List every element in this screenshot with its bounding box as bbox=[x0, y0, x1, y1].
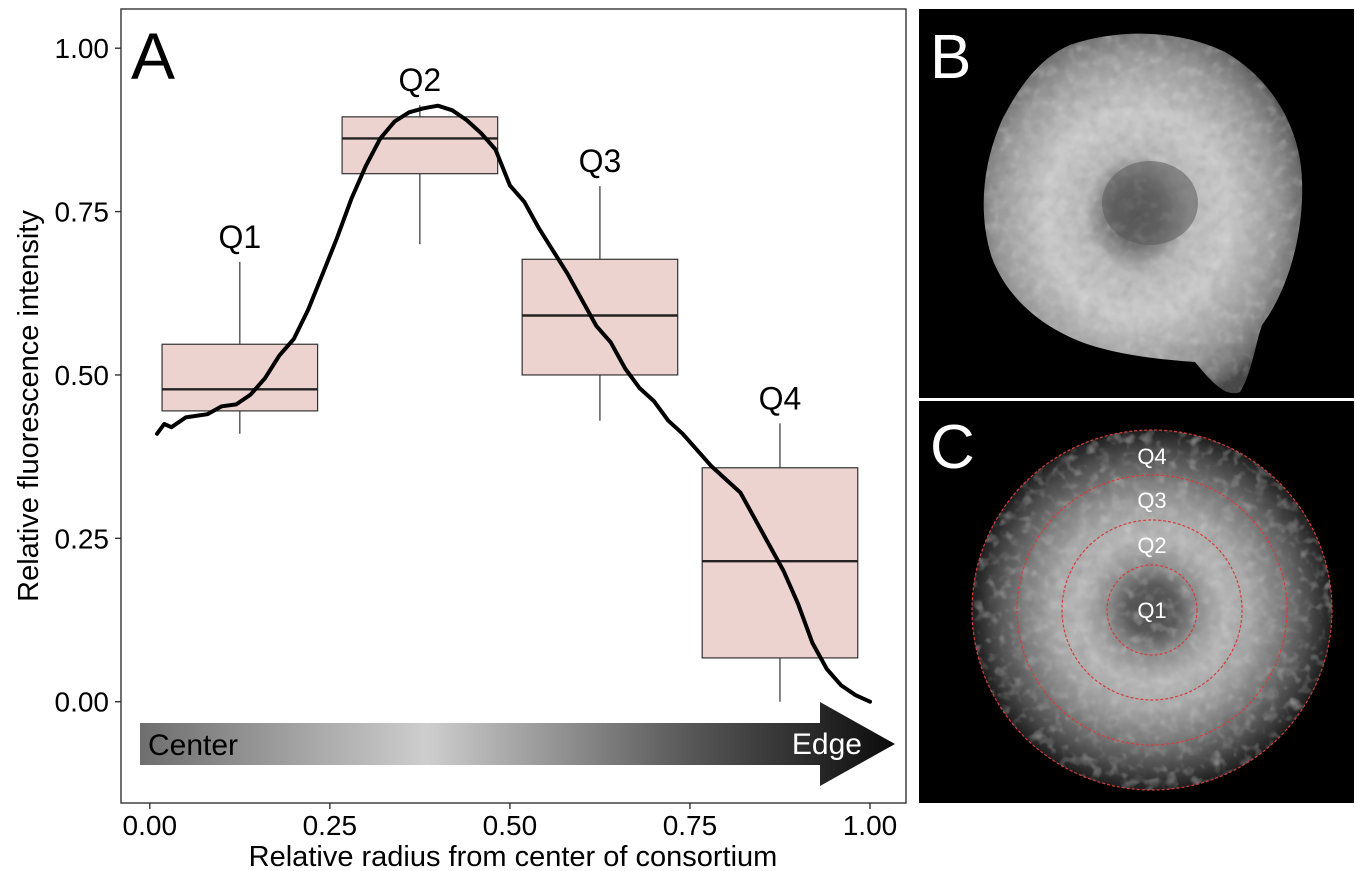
y-tick-label: 0.75 bbox=[55, 197, 110, 228]
x-axis: 0.00 0.25 0.50 0.75 1.00 bbox=[123, 803, 898, 841]
y-tick-label: 1.00 bbox=[55, 33, 110, 64]
ring-q4 bbox=[971, 429, 1333, 791]
panel-c-label: C bbox=[930, 413, 975, 482]
x-tick-label: 0.00 bbox=[123, 810, 178, 841]
quartile-rings: Q1 Q2 Q3 Q4 bbox=[971, 429, 1333, 791]
box-label: Q1 bbox=[218, 219, 261, 255]
ring-label: Q3 bbox=[1137, 488, 1166, 513]
x-tick-label: 1.00 bbox=[843, 810, 898, 841]
ring-q2 bbox=[1061, 519, 1243, 701]
y-tick-label: 0.00 bbox=[55, 687, 110, 718]
x-axis-title: Relative radius from center of consortiu… bbox=[249, 841, 778, 871]
x-tick-label: 0.25 bbox=[303, 810, 358, 841]
consortium-center-dark bbox=[1102, 161, 1198, 245]
box-label: Q4 bbox=[759, 380, 802, 416]
boxplot-q3: Q3 bbox=[521, 143, 679, 421]
radial-average-image bbox=[972, 430, 1332, 790]
panel-c: Q1 Q2 Q3 Q4 C bbox=[919, 401, 1354, 803]
box-label: Q3 bbox=[579, 143, 622, 179]
center-edge-arrow: Center Edge bbox=[140, 702, 895, 786]
y-axis: 0.00 0.25 0.50 0.75 1.00 bbox=[55, 33, 121, 718]
arrow-edge-label: Edge bbox=[792, 728, 862, 761]
ring-label: Q1 bbox=[1137, 598, 1166, 623]
box bbox=[521, 258, 679, 376]
panel-b: B bbox=[919, 9, 1354, 398]
gradient-arrow-shape bbox=[140, 702, 895, 786]
y-tick-label: 0.25 bbox=[55, 523, 110, 554]
panel-b-label: B bbox=[930, 23, 971, 92]
y-axis-title: Relative fluorescence intensity bbox=[13, 210, 45, 602]
panel-a-label: A bbox=[131, 19, 175, 93]
ring-label: Q2 bbox=[1137, 533, 1166, 558]
y-tick-label: 0.50 bbox=[55, 360, 110, 391]
arrow-center-label: Center bbox=[148, 729, 238, 762]
x-tick-label: 0.75 bbox=[663, 810, 718, 841]
ring-label: Q4 bbox=[1137, 444, 1166, 469]
profile-line bbox=[155, 103, 872, 704]
ring-q3 bbox=[1016, 474, 1288, 746]
ring-q1 bbox=[1106, 564, 1198, 656]
box-label: Q2 bbox=[399, 62, 442, 98]
boxplots: Q1 Q2 Q3 Q4 bbox=[161, 62, 859, 702]
x-tick-label: 0.50 bbox=[483, 810, 538, 841]
